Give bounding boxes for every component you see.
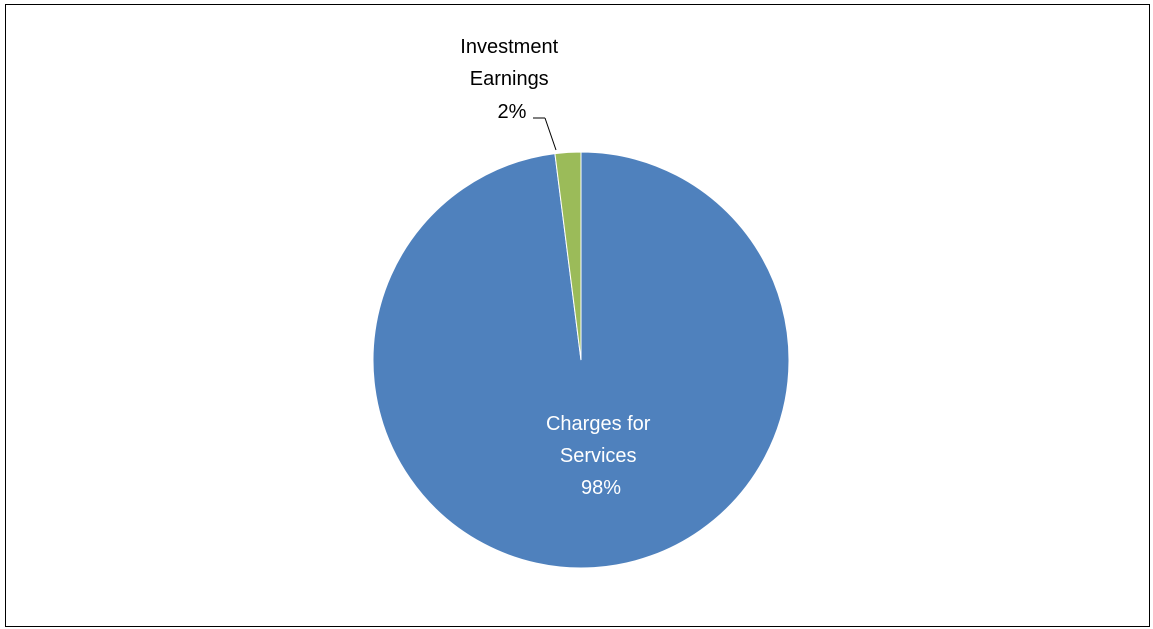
leader-line-investment-earnings-segment <box>544 117 557 151</box>
pie-slices <box>372 151 790 569</box>
slice-label-investment-line2: Earnings <box>470 68 549 90</box>
slice-label-charges-line2: Services <box>560 445 637 467</box>
slice-label-charges-line1: Charges for <box>546 413 651 435</box>
slice-percent-investment: 2% <box>498 101 527 123</box>
pie-slice-investment-earnings <box>554 151 582 361</box>
slice-label-charges-for-services: Charges for Services 98% <box>546 413 656 499</box>
slice-percent-charges: 98% <box>581 477 621 499</box>
slice-label-investment-line1: Investment <box>460 36 558 58</box>
slice-label-investment-earnings: Investment Earnings 2% <box>460 36 563 123</box>
